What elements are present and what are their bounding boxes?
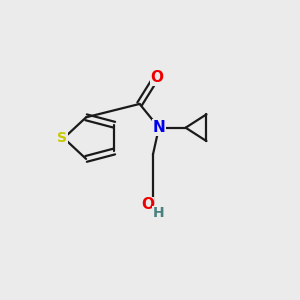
Text: N: N [152, 120, 165, 135]
Text: O: O [141, 197, 154, 212]
Text: O: O [150, 70, 163, 85]
Text: H: H [152, 206, 164, 220]
Text: S: S [57, 131, 67, 145]
